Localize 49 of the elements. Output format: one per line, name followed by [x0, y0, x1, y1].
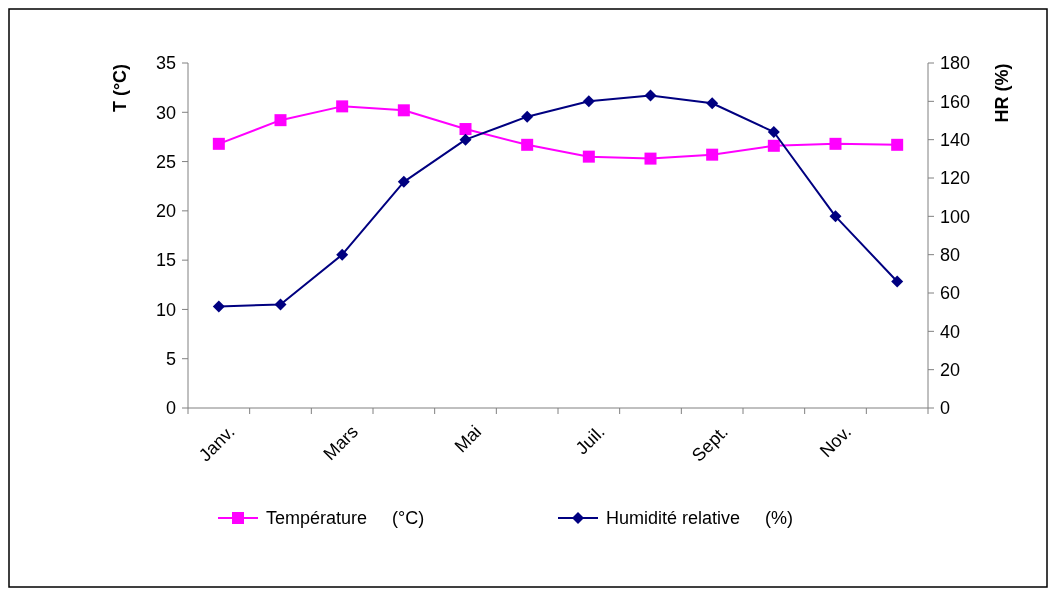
point: [767, 126, 780, 138]
point: [274, 114, 287, 127]
y-tick-label: 25: [155, 151, 176, 172]
point: [644, 152, 657, 165]
y-tick-label: 20: [155, 201, 176, 222]
y2-tick-label: 160: [940, 91, 971, 112]
y-tick-label: 0: [165, 398, 176, 419]
point: [397, 104, 410, 117]
y-tick-label: 10: [155, 299, 176, 320]
y-tick-label: 5: [165, 349, 176, 370]
point: [397, 175, 410, 188]
y2-tick-label: 40: [940, 321, 961, 342]
point: [336, 100, 349, 113]
y2-tick-label: 100: [940, 206, 971, 227]
point: [706, 148, 719, 161]
x-tick-label: Nov.: [815, 421, 856, 461]
point: [521, 110, 534, 123]
y2-tick-label: 120: [940, 168, 971, 189]
legend-label: Température (°C): [266, 508, 425, 529]
point: [582, 95, 595, 108]
y2-tick-label: 80: [940, 244, 961, 265]
y-tick-label: 30: [155, 102, 176, 123]
y-tick-label: 35: [155, 53, 176, 74]
point: [829, 137, 842, 150]
point: [212, 137, 225, 150]
y2-tick-label: 60: [940, 283, 961, 304]
legend-label: Humidité relative (%): [606, 508, 794, 529]
x-tick-label: Mai: [450, 421, 486, 457]
x-tick-label: Juil.: [571, 421, 609, 459]
point: [706, 97, 719, 110]
point: [829, 210, 842, 223]
point: [891, 275, 904, 288]
y-axis-title: T (°C): [110, 63, 130, 113]
y2-tick-label: 0: [940, 398, 951, 419]
point: [521, 138, 534, 151]
y-tick-label: 15: [155, 250, 176, 271]
point: [212, 300, 225, 313]
y2-tick-label: 20: [940, 359, 961, 380]
point: [582, 150, 595, 163]
point: [459, 133, 472, 146]
point: [336, 248, 349, 261]
point: [767, 139, 780, 152]
point: [644, 89, 657, 102]
y2-axis-title: HR (%): [992, 63, 1012, 123]
point: [459, 123, 472, 136]
y2-tick-label: 140: [940, 129, 971, 150]
point: [274, 298, 287, 311]
y2-tick-label: 180: [940, 53, 971, 74]
point: [891, 138, 904, 151]
